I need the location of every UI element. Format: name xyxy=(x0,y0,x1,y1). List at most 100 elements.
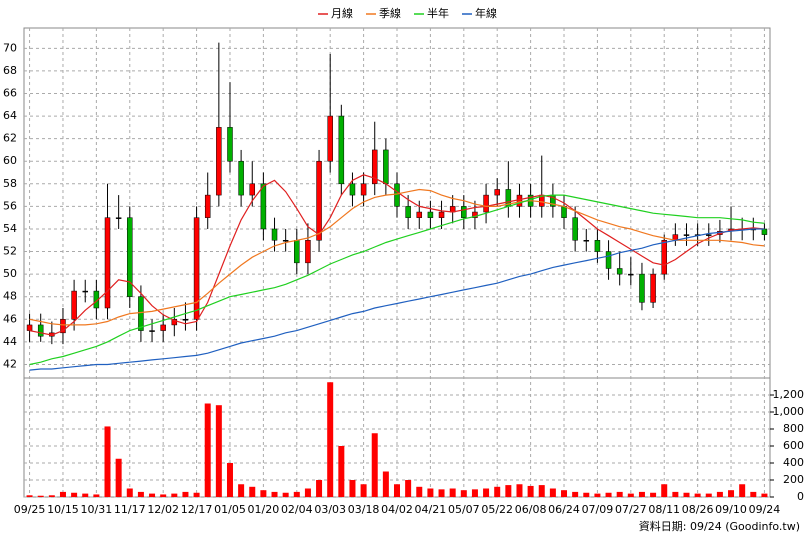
volume-bar xyxy=(750,491,757,497)
volume-bar xyxy=(583,492,590,497)
candle-body xyxy=(683,234,690,236)
candle-body xyxy=(706,234,712,236)
candle-body xyxy=(416,211,423,218)
legend-label: 月線 xyxy=(331,6,353,20)
volume-bar xyxy=(438,489,445,497)
volume-bar xyxy=(126,488,133,497)
footer: 資料日期: 09/24 (Goodinfo.tw) xyxy=(639,519,800,533)
volume-bar xyxy=(405,480,412,497)
volume-bar xyxy=(683,492,690,497)
volume-bar xyxy=(661,484,668,497)
candle-body xyxy=(572,217,578,241)
x-tick-label: 01/05 xyxy=(214,503,246,516)
y2-tick-label: 600 xyxy=(783,439,804,452)
volume-bar xyxy=(304,488,311,497)
candle-body xyxy=(82,290,88,293)
volume-bar xyxy=(26,495,33,497)
candle-body xyxy=(461,206,467,218)
candle-body xyxy=(104,217,111,309)
y-tick-label: 70 xyxy=(3,41,17,54)
volume-bar xyxy=(48,495,55,497)
y2-tick-label: 0 xyxy=(797,490,804,503)
candle-body xyxy=(494,189,500,196)
x-tick-label: 06/08 xyxy=(515,503,547,516)
volume-bar xyxy=(561,490,568,497)
candle-body xyxy=(149,330,155,332)
x-tick-label: 10/15 xyxy=(47,503,79,516)
x-tick-label: 12/02 xyxy=(147,503,179,516)
candle-body xyxy=(661,240,667,275)
x-tick-label: 04/02 xyxy=(381,503,413,516)
candle-body xyxy=(260,183,267,230)
candle-body xyxy=(561,206,567,218)
volume-bar xyxy=(59,491,66,497)
volume-bar xyxy=(427,488,434,497)
ma-line xyxy=(29,188,765,326)
x-tick-label: 08/26 xyxy=(682,503,714,516)
volume-bar xyxy=(694,493,701,497)
volume-bar xyxy=(37,495,44,497)
candle-body xyxy=(305,240,311,264)
candle-body xyxy=(271,228,278,241)
y2-tick-label: 200 xyxy=(783,473,804,486)
volume-bar xyxy=(494,486,501,497)
volume-bar xyxy=(360,484,367,497)
volume-bar xyxy=(672,491,679,497)
x-tick-label: 01/20 xyxy=(248,503,280,516)
candle-body xyxy=(71,290,77,320)
candle-body xyxy=(26,324,33,331)
volume-bar xyxy=(394,484,400,497)
volume-bar xyxy=(204,403,211,497)
volume-bar xyxy=(382,471,389,497)
candle-body xyxy=(216,127,222,196)
volume-bar xyxy=(739,484,746,497)
volume-bar xyxy=(215,405,222,497)
y-tick-label: 64 xyxy=(3,109,17,122)
volume-bar xyxy=(527,485,534,497)
candle-body xyxy=(338,115,345,185)
candle-body xyxy=(282,240,289,242)
candle-body xyxy=(182,319,189,321)
volume-bar xyxy=(761,493,768,497)
y-tick-label: 44 xyxy=(3,335,17,348)
legend-label: 季線 xyxy=(379,6,401,20)
volume-bar xyxy=(338,446,345,497)
volume-bar xyxy=(149,493,156,497)
volume-bar xyxy=(471,489,478,497)
y2-tick-label: 800 xyxy=(783,422,804,435)
x-tick-label: 02/04 xyxy=(281,503,313,516)
volume-bar xyxy=(460,490,467,497)
volume-bar xyxy=(249,486,256,497)
candle-body xyxy=(761,228,768,235)
y2-tick-label: 1,000 xyxy=(773,405,805,418)
x-tick-label: 05/22 xyxy=(481,503,513,516)
x-tick-label: 09/10 xyxy=(715,503,747,516)
volume-bar xyxy=(627,493,634,497)
volume-bar xyxy=(82,493,89,497)
ma-line xyxy=(29,228,765,371)
legend-label: 半年 xyxy=(427,6,449,20)
candle-body xyxy=(472,211,478,218)
candle-body xyxy=(583,240,590,242)
candle-body xyxy=(60,319,66,334)
y-tick-label: 54 xyxy=(3,222,17,235)
candle-body xyxy=(327,115,333,162)
x-tick-label: 07/09 xyxy=(582,503,614,516)
volume-bar xyxy=(638,491,645,497)
candle-body xyxy=(483,194,489,213)
x-tick-label: 09/25 xyxy=(14,503,46,516)
volume-bar xyxy=(182,491,189,497)
volume-bar xyxy=(327,382,334,497)
candle-body xyxy=(316,160,322,241)
volume-bar xyxy=(293,491,300,497)
candle-body xyxy=(605,251,612,269)
y-tick-label: 42 xyxy=(3,357,17,370)
volume-bar xyxy=(349,480,356,497)
candle-body xyxy=(138,296,144,331)
x-tick-label: 05/07 xyxy=(448,503,480,516)
volume-bar xyxy=(705,493,712,497)
candle-body xyxy=(405,206,411,218)
x-tick-label: 11/17 xyxy=(114,503,146,516)
